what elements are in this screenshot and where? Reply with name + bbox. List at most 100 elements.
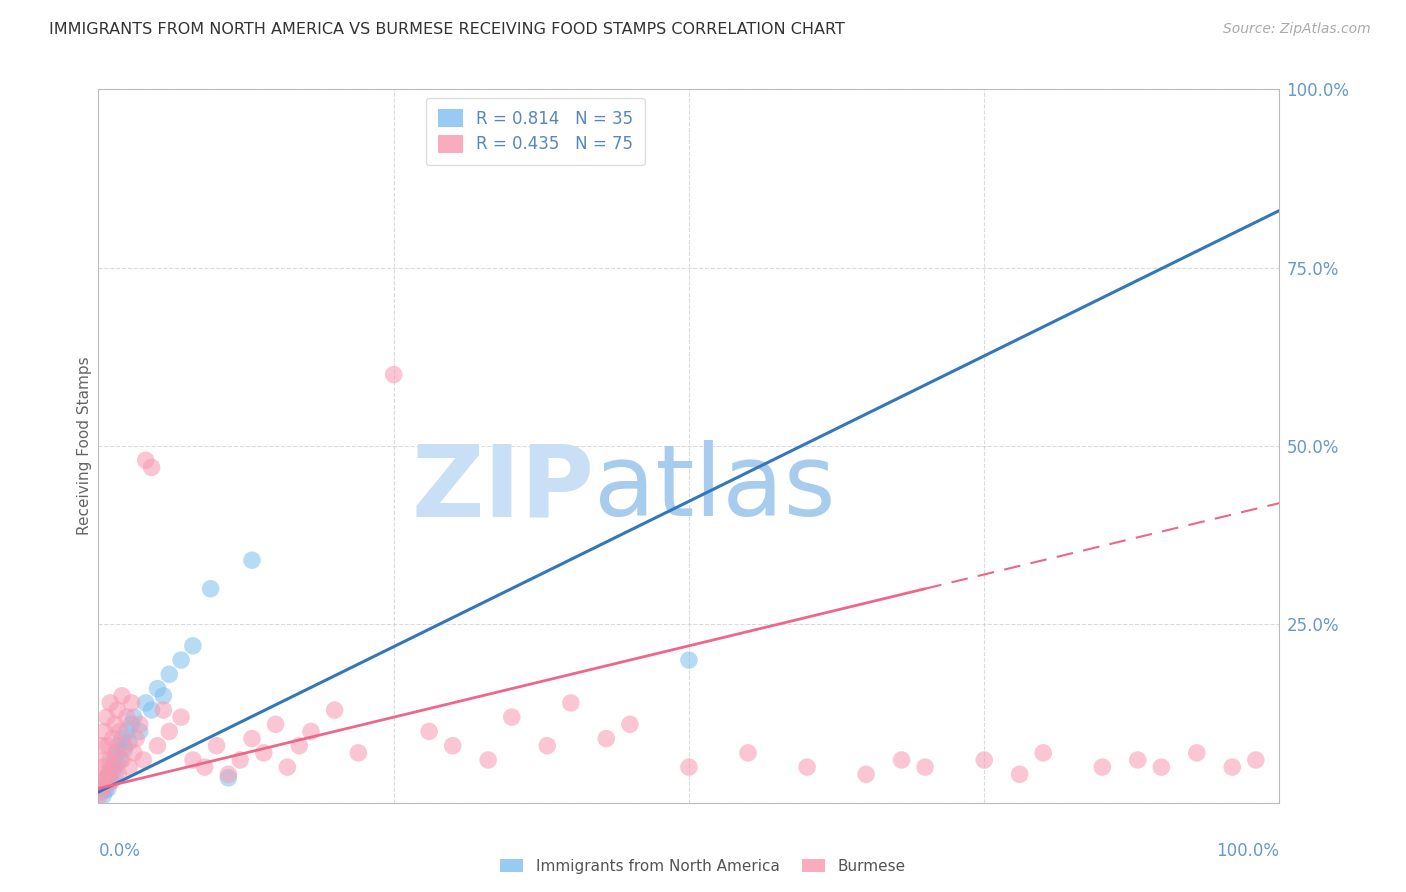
Point <box>128 724 150 739</box>
Point <box>132 753 155 767</box>
Point <box>1220 760 1243 774</box>
Point <box>107 739 129 753</box>
Point <box>93 724 115 739</box>
Point <box>200 582 222 596</box>
Point <box>98 696 121 710</box>
Point <box>112 742 135 756</box>
Text: atlas: atlas <box>595 441 837 537</box>
Point <box>108 753 131 767</box>
Point <box>91 781 114 796</box>
Point <box>91 781 114 796</box>
Point <box>125 731 148 746</box>
Point <box>264 717 287 731</box>
Point <box>91 789 114 803</box>
Point <box>299 724 322 739</box>
Point <box>97 739 120 753</box>
Point <box>619 717 641 731</box>
Point <box>890 753 912 767</box>
Point <box>1126 753 1149 767</box>
Point <box>108 724 131 739</box>
Point <box>112 739 135 753</box>
Point <box>536 739 558 753</box>
Point <box>118 760 141 774</box>
Point <box>152 703 174 717</box>
Point <box>96 771 118 785</box>
Text: ZIP: ZIP <box>412 441 595 537</box>
Legend: R = 0.814   N = 35, R = 0.435   N = 75: R = 0.814 N = 35, R = 0.435 N = 75 <box>426 97 645 165</box>
Point <box>93 778 115 792</box>
Point <box>98 767 121 781</box>
Point <box>135 696 157 710</box>
Point <box>118 735 141 749</box>
Point <box>94 783 117 797</box>
Point <box>91 739 114 753</box>
Point <box>115 724 138 739</box>
Point <box>157 724 180 739</box>
Point <box>98 767 121 781</box>
Legend: Immigrants from North America, Burmese: Immigrants from North America, Burmese <box>495 853 911 880</box>
Point <box>560 696 582 710</box>
Point <box>104 717 127 731</box>
Point <box>111 731 134 746</box>
Point <box>97 781 120 796</box>
Point <box>146 681 169 696</box>
Point <box>1150 760 1173 774</box>
Point <box>101 731 124 746</box>
Point <box>181 753 204 767</box>
Point <box>1185 746 1208 760</box>
Point <box>973 753 995 767</box>
Point <box>595 731 617 746</box>
Point <box>253 746 276 760</box>
Point <box>276 760 298 774</box>
Point <box>91 760 114 774</box>
Point <box>94 753 117 767</box>
Point <box>101 764 124 778</box>
Point <box>90 785 112 799</box>
Point <box>135 453 157 467</box>
Point <box>111 753 134 767</box>
Text: 100.0%: 100.0% <box>1216 842 1279 860</box>
Point <box>205 739 228 753</box>
Point <box>678 760 700 774</box>
Point <box>107 767 129 781</box>
Text: 0.0%: 0.0% <box>98 842 141 860</box>
Point <box>100 760 122 774</box>
Point <box>105 746 128 760</box>
Point <box>105 756 128 771</box>
Point <box>229 753 252 767</box>
Point <box>441 739 464 753</box>
Point <box>240 553 263 567</box>
Point <box>347 746 370 760</box>
Point <box>141 703 163 717</box>
Point <box>128 717 150 731</box>
Point <box>152 689 174 703</box>
Point <box>170 653 193 667</box>
Point <box>111 689 134 703</box>
Text: Source: ZipAtlas.com: Source: ZipAtlas.com <box>1223 22 1371 37</box>
Point <box>1008 767 1031 781</box>
Point <box>89 789 111 803</box>
Point <box>382 368 405 382</box>
Point <box>1091 760 1114 774</box>
Point <box>93 767 115 781</box>
Point <box>100 774 122 789</box>
Point <box>103 753 125 767</box>
Point <box>501 710 523 724</box>
Point <box>146 739 169 753</box>
Point <box>122 710 145 724</box>
Text: IMMIGRANTS FROM NORTH AMERICA VS BURMESE RECEIVING FOOD STAMPS CORRELATION CHART: IMMIGRANTS FROM NORTH AMERICA VS BURMESE… <box>49 22 845 37</box>
Point <box>217 767 239 781</box>
Point <box>96 778 118 792</box>
Point <box>104 767 127 781</box>
Y-axis label: Receiving Food Stamps: Receiving Food Stamps <box>77 357 91 535</box>
Point <box>194 760 217 774</box>
Point <box>115 710 138 724</box>
Point <box>122 746 145 760</box>
Point <box>1244 753 1267 767</box>
Point <box>121 696 143 710</box>
Point <box>90 774 112 789</box>
Point <box>477 753 499 767</box>
Point <box>855 767 877 781</box>
Point <box>98 753 121 767</box>
Point <box>98 774 121 789</box>
